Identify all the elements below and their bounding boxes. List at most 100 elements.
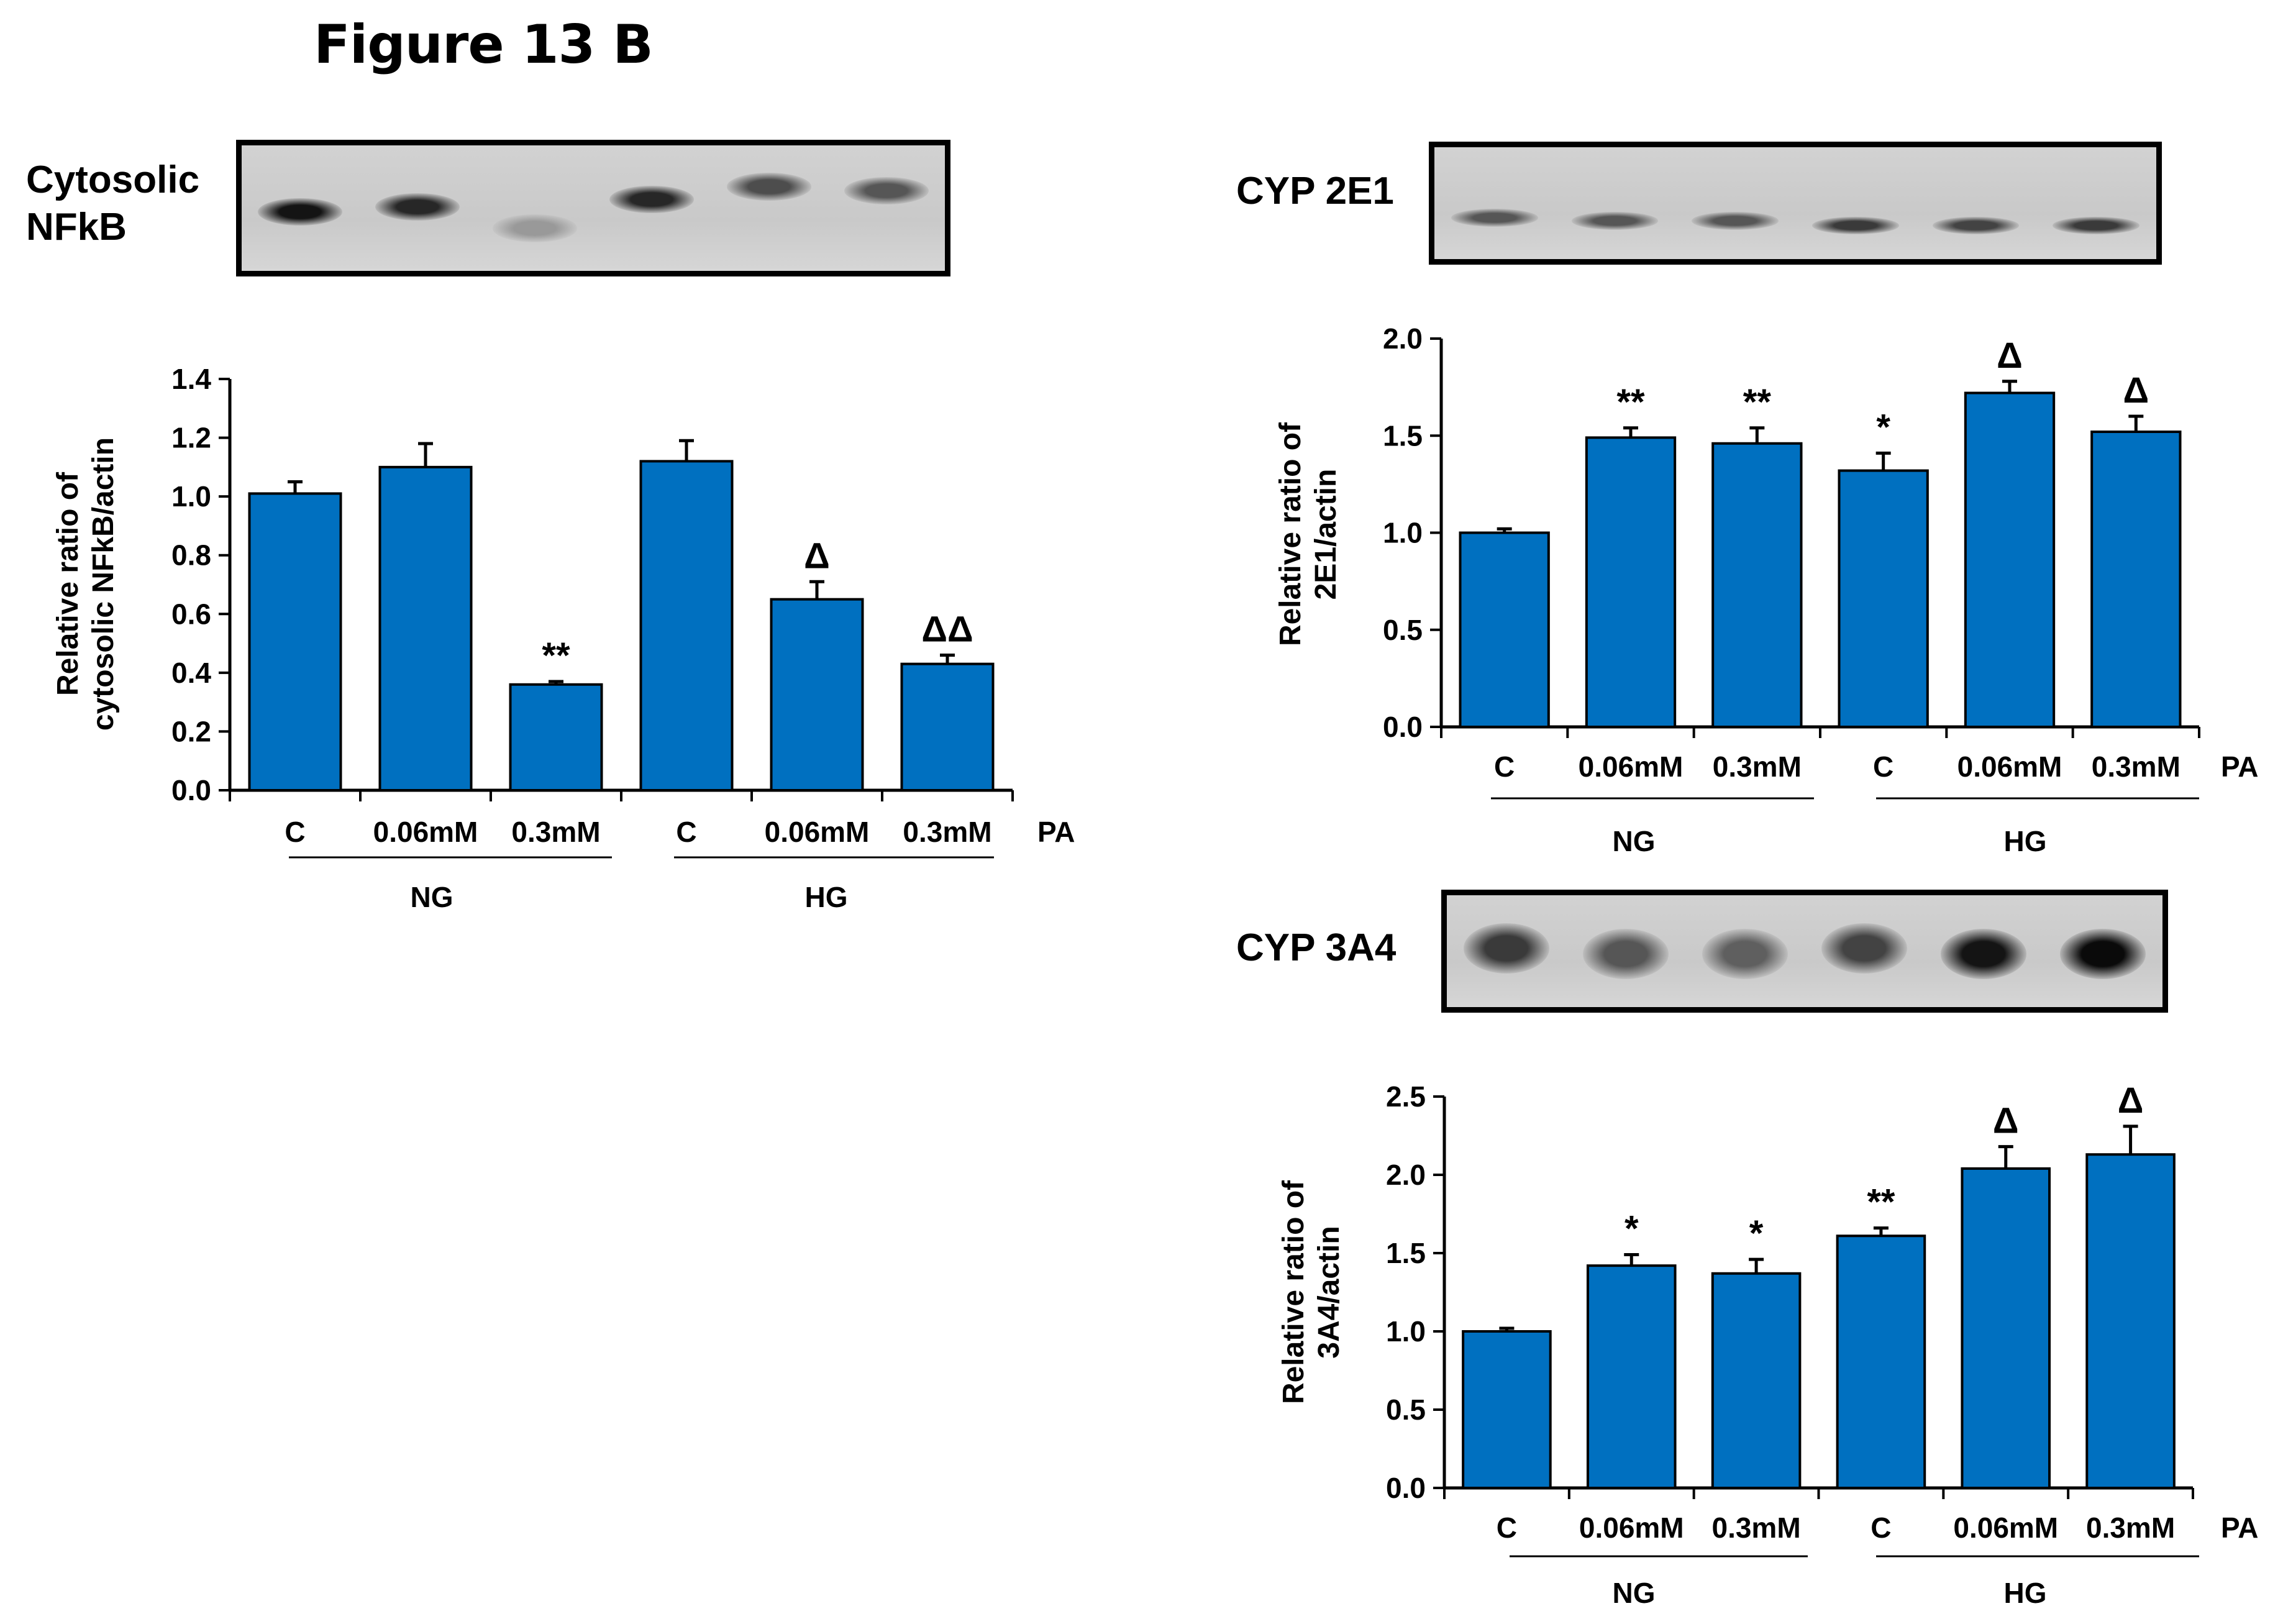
y-tick-label: 0.5 [1383, 614, 1423, 646]
group-label: HG [2004, 825, 2047, 857]
significance-mark: ** [1616, 382, 1645, 422]
x-category-label: 0.06mM [1953, 1512, 2058, 1544]
y-tick-label: 2.5 [1386, 1080, 1426, 1113]
y-axis-label: Relative ratio of [52, 472, 84, 696]
bar [2090, 431, 2182, 728]
blot-band [1582, 929, 1669, 979]
blot-band [1571, 212, 1659, 230]
bar [248, 492, 342, 792]
bar [900, 662, 995, 791]
blot-band [1451, 209, 1538, 227]
y-tick-label: 0.2 [171, 715, 211, 747]
x-category-label: C [1494, 750, 1515, 783]
y-tick-label: 0.0 [1383, 711, 1423, 743]
group-label: HG [2004, 1577, 2047, 1609]
y-tick-label: 1.5 [1383, 419, 1423, 452]
bar-chart-nfkb: 0.0 0.2 0.4 0.6 0.8 1.0 1.2 1.4 C 0.06mM ** 0.3mM C Δ… [52, 363, 1075, 913]
bar [1585, 436, 1677, 728]
y-tick-label: 0.0 [1386, 1472, 1426, 1504]
bar [2085, 1153, 2176, 1489]
bar [639, 460, 734, 791]
bar [1964, 391, 2056, 728]
x-category-label: C [1873, 750, 1893, 783]
blot-band [375, 193, 460, 221]
blot-band [727, 173, 811, 201]
y-tick-label: 1.0 [1383, 517, 1423, 549]
significance-mark: * [1625, 1209, 1639, 1249]
x-category-label: C [676, 816, 696, 848]
y-axis-label: 3A4/actin [1313, 1226, 1346, 1358]
y-tick-label: 1.2 [171, 422, 211, 454]
x-category-label: 0.3mM [2092, 750, 2180, 783]
significance-mark: * [1749, 1213, 1764, 1254]
significance-mark: Δ [804, 536, 830, 576]
x-category-label: C [1497, 1512, 1517, 1544]
x-category-label: 0.06mM [1957, 750, 2062, 783]
blot-band [1702, 929, 1789, 979]
blot-label-line: Cytosolic [26, 158, 200, 201]
bar [1711, 442, 1803, 728]
x-category-label: 0.3mM [511, 816, 600, 848]
significance-mark: ** [1867, 1182, 1895, 1223]
bar [1459, 531, 1550, 728]
significance-mark: Δ [2123, 370, 2149, 411]
blot-band [844, 176, 929, 204]
blot-band [2059, 929, 2146, 979]
y-axis-label: Relative ratio of [1274, 422, 1307, 646]
bar [509, 683, 603, 792]
figure-title: Figure 13 B [314, 14, 654, 76]
y-tick-label: 2.0 [1383, 322, 1423, 355]
x-category-label: 0.3mM [1713, 750, 1802, 783]
y-tick-label: 0.5 [1386, 1394, 1426, 1426]
y-tick-label: 1.0 [1386, 1315, 1426, 1348]
blot-label-nfkb: Cytosolic NFkB [26, 157, 199, 251]
blot-band [258, 198, 343, 226]
y-tick-label: 0.6 [171, 598, 211, 630]
y-tick-label: 0.4 [171, 657, 211, 689]
blot-label-cyp3a4: CYP 3A4 [1236, 924, 1396, 972]
y-axis-label: Relative ratio of [1277, 1180, 1310, 1404]
blot-band [492, 214, 577, 242]
western-blot-cyp2e1 [1429, 142, 2162, 265]
bar [378, 465, 473, 791]
significance-mark: Δ [1997, 335, 2023, 376]
x-axis-label: PA [2221, 750, 2259, 783]
x-category-label: 0.3mM [2086, 1512, 2175, 1544]
bar [1961, 1167, 2051, 1490]
bar [1462, 1330, 1552, 1489]
significance-mark: ΔΔ [921, 609, 973, 649]
blot-band [1932, 216, 2020, 235]
bar [1838, 469, 1929, 728]
blot-label-cyp2e1: CYP 2E1 [1236, 168, 1394, 215]
significance-mark: * [1876, 407, 1890, 447]
x-category-label: 0.06mM [373, 816, 478, 848]
x-category-label: 0.06mM [1579, 1512, 1684, 1544]
x-category-label: 0.3mM [1711, 1512, 1800, 1544]
y-tick-label: 0.8 [171, 539, 211, 572]
bar [770, 598, 864, 792]
significance-mark: ** [1743, 382, 1772, 422]
bar [1836, 1234, 1926, 1490]
blot-band [2053, 216, 2139, 235]
western-blot-nfkb [236, 140, 950, 276]
y-tick-label: 1.5 [1386, 1237, 1426, 1269]
x-axis-label: PA [1037, 816, 1075, 848]
western-blot-cyp3a4 [1441, 890, 2168, 1013]
y-axis-label: 2E1/actin [1310, 469, 1342, 600]
blot-band [1940, 929, 2027, 979]
blot-band [1463, 923, 1550, 974]
y-tick-label: 1.4 [171, 363, 211, 395]
y-tick-label: 2.0 [1386, 1159, 1426, 1191]
group-label: HG [805, 881, 848, 913]
x-category-label: 0.3mM [903, 816, 991, 848]
significance-mark: Δ [2118, 1080, 2144, 1121]
y-tick-label: 0.0 [171, 774, 211, 806]
bar [1586, 1264, 1677, 1490]
significance-mark: Δ [1993, 1101, 2019, 1141]
x-category-label: 0.06mM [1579, 750, 1684, 783]
group-label: NG [1613, 825, 1656, 857]
y-tick-label: 1.0 [171, 480, 211, 513]
group-label: NG [1613, 1577, 1656, 1609]
blot-label-line: NFkB [26, 206, 127, 249]
